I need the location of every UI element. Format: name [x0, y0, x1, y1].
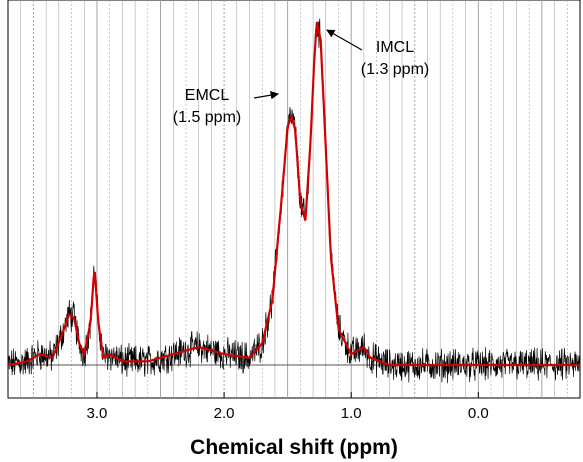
annotation-imcl-sub: (1.3 ppm)	[361, 61, 429, 78]
x-axis-title: Chemical shift (ppm)	[190, 436, 398, 459]
annotation-emcl-label: EMCL	[185, 87, 230, 104]
x-tick-label: 1.0	[341, 405, 362, 422]
x-axis-tick-labels: 3.0 2.0 1.0 0.0	[87, 405, 489, 422]
plot-frame	[8, 0, 580, 398]
annotation-imcl-label: IMCL	[376, 39, 414, 56]
x-tick-label: 0.0	[468, 405, 489, 422]
annotation-emcl-sub: (1.5 ppm)	[173, 109, 241, 126]
x-tick-label: 2.0	[214, 405, 235, 422]
x-tick-label: 3.0	[87, 405, 108, 422]
